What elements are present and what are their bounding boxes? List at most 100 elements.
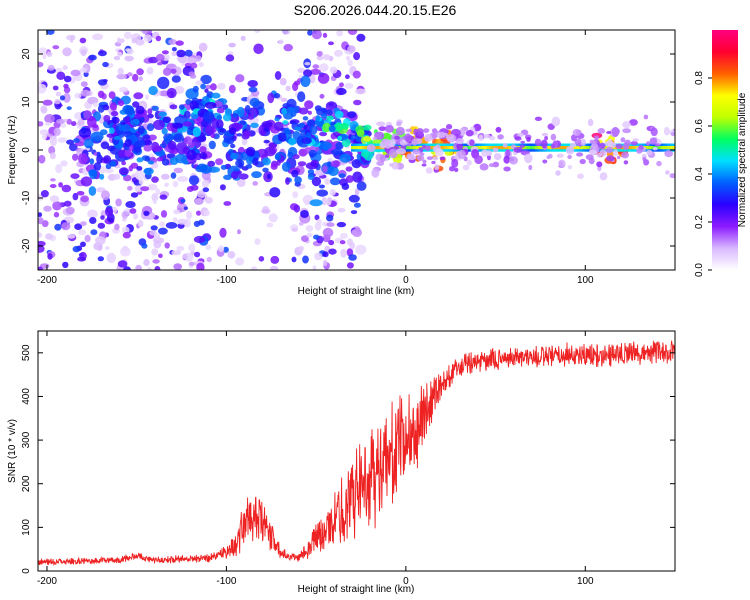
snr-x-tick-label: 0: [403, 576, 409, 587]
spectrogram-cell: [120, 246, 131, 257]
spectrogram-cell: [192, 85, 199, 93]
spectrogram-cell: [380, 154, 386, 163]
spectrogram-cell: [509, 156, 518, 165]
spectrogram-cell: [570, 142, 577, 148]
spectrogram-cell: [157, 76, 170, 90]
spectrogram-cell: [103, 155, 112, 164]
spectrogram-cell: [293, 80, 301, 86]
spectrogram-cell: [590, 143, 598, 149]
spectrogram-cell: [347, 59, 353, 67]
spectrogram-cell: [160, 210, 168, 218]
spectrogram-cell: [541, 132, 549, 137]
spectrogram-cell: [161, 158, 170, 166]
spectrogram-cell: [155, 188, 161, 195]
spectrogram-cell: [190, 62, 198, 69]
spectrogram-cell: [78, 153, 88, 165]
spectrogram-cell: [636, 149, 643, 154]
spectrogram-cell: [223, 137, 232, 144]
spectrogram-cell: [95, 236, 106, 245]
spectrogram-cell: [238, 173, 249, 180]
spectrogram-cell: [153, 119, 165, 130]
spectrogram-cell: [263, 139, 270, 144]
spectrogram-cell: [534, 138, 542, 147]
spectrogram-cell: [172, 217, 178, 223]
spectrogram-cell: [55, 164, 63, 174]
spectrogram-cell: [202, 187, 210, 193]
spectrogram-cell: [133, 140, 146, 148]
spectrogram-cell: [646, 141, 650, 146]
spectrogram-cell: [329, 66, 338, 74]
spectrogram-cell: [278, 39, 284, 44]
spectrogram-cell: [424, 133, 433, 142]
spectrogram-cell: [404, 133, 412, 143]
spectrogram-cell: [610, 142, 617, 148]
spectrogram-cell: [337, 207, 346, 213]
spectrogram-cell: [670, 132, 675, 137]
spectrogram-cell: [136, 68, 144, 76]
snr-y-tick-label: 200: [21, 475, 32, 492]
spectrogram-cell: [52, 45, 60, 50]
spectrogram-cell: [297, 91, 306, 103]
spectrogram-cell: [322, 54, 331, 61]
spectrogram-cell: [80, 241, 86, 248]
spectrogram-cell: [205, 244, 212, 250]
spectrogram-cell: [642, 157, 647, 162]
spectrogram-cell: [598, 142, 606, 150]
spectrogram-cell: [331, 148, 343, 156]
spectrogram-cell: [80, 89, 91, 97]
snr-y-tick-label: 400: [21, 388, 32, 405]
spectrogram-cell: [312, 64, 320, 69]
spectrogram-cell: [319, 131, 328, 137]
spectrogram-cell: [199, 135, 207, 141]
spectrogram-cell: [267, 92, 275, 104]
spectrogram-cell: [159, 90, 170, 97]
spectrogram-cell: [285, 177, 290, 185]
spectrogram-cell: [328, 239, 335, 246]
spectrogram-cell: [307, 169, 315, 175]
spectrogram-cell: [158, 111, 168, 117]
spectrogram-cell: [329, 177, 341, 186]
spectrogram-cell: [280, 97, 288, 102]
spectrogram-cell: [621, 151, 629, 159]
spectrogram-cell: [298, 107, 309, 115]
spectrogram-cell: [89, 169, 98, 180]
snr-y-label: SNR (10 * v/v): [7, 419, 18, 483]
spectrogram-cell: [623, 160, 629, 165]
spectrogram-cell: [223, 201, 232, 206]
spectrogram-cell: [80, 81, 88, 87]
spectrogram-cell: [133, 213, 139, 220]
spectrogram-cell: [188, 261, 195, 266]
spectrogram-cell: [304, 100, 314, 109]
spectrogram-cell: [40, 105, 48, 114]
spectrogram-cell: [183, 121, 192, 127]
spectrogram-cell: [298, 221, 304, 226]
spectrogram-cell: [354, 88, 367, 95]
spectrogram-cell: [249, 97, 260, 107]
spectrogram-cell: [72, 192, 79, 201]
spectrogram-cell: [40, 190, 49, 198]
spectrogram-cell: [349, 241, 356, 250]
spectrogram-cell: [306, 232, 313, 238]
spectrogram-cell: [188, 71, 196, 77]
spectrogram-cell: [235, 74, 245, 83]
spectrogram-cell: [43, 205, 52, 212]
spectrogram-cell: [176, 176, 189, 182]
spectrogram-cell: [526, 137, 531, 142]
spectrogram-cell: [54, 99, 61, 105]
spectrogram-cell: [519, 144, 525, 148]
spectrogram-cell: [83, 138, 94, 149]
spectrogram-cell: [49, 135, 58, 147]
spectrogram-cell: [302, 255, 309, 264]
spectrogram-cell: [630, 141, 638, 146]
spectrogram-cell: [264, 146, 276, 157]
spectrogram-cell: [49, 184, 57, 188]
spectrogram-cell: [38, 121, 44, 127]
spectrogram-cell: [228, 127, 237, 135]
spectrogram-cell: [316, 189, 329, 197]
spectrogram-cell: [160, 173, 170, 180]
spectrogram-cell: [63, 75, 72, 83]
spectrogram-cell: [230, 152, 239, 160]
spectrogram-cell: [188, 175, 200, 186]
spectrogram-cell: [78, 229, 87, 236]
